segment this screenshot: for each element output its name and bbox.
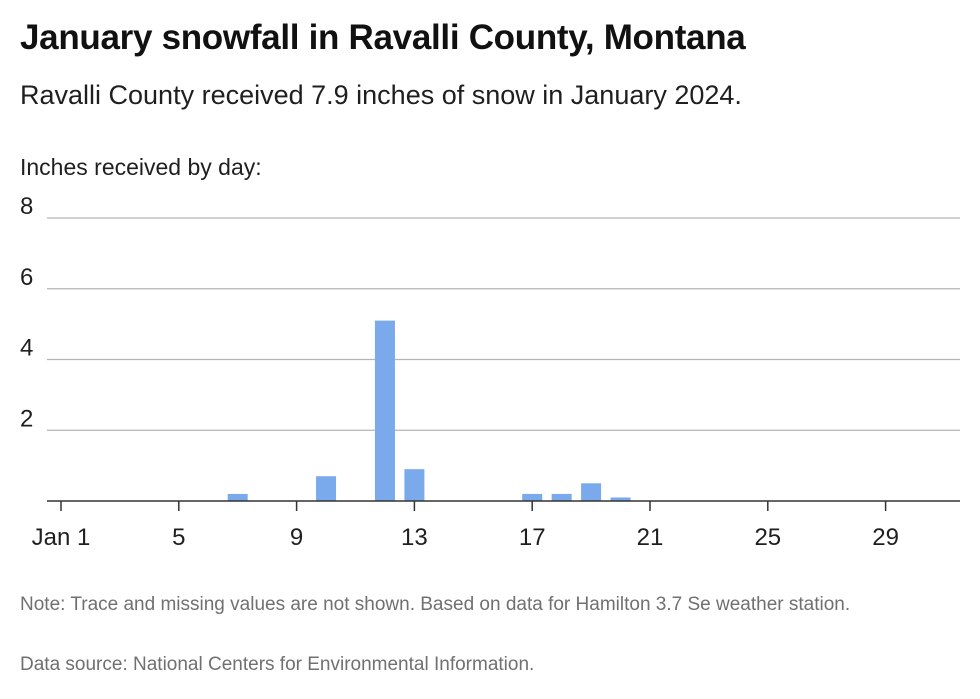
y-tick-label: 4 — [20, 335, 33, 362]
bar — [522, 493, 543, 501]
x-tick-label: 29 — [872, 524, 899, 551]
bar-chart: 8 6 4 2 Jan 1 5 9 13 17 21 25 29 — [20, 195, 960, 551]
x-tick-label: 21 — [637, 524, 664, 551]
y-tick-label: 2 — [20, 405, 33, 432]
bar — [316, 476, 337, 501]
x-tick-label: 17 — [519, 524, 546, 551]
bar — [404, 469, 425, 501]
data-source: Data source: National Centers for Enviro… — [20, 654, 535, 675]
bar — [551, 493, 572, 501]
y-tick-label: 8 — [20, 195, 33, 220]
chart-note: Note: Trace and missing values are not s… — [20, 594, 851, 615]
bar — [610, 497, 631, 501]
bar — [374, 320, 395, 501]
bar — [581, 483, 602, 501]
x-tick-label: 5 — [172, 524, 185, 551]
x-tick-label: 9 — [290, 524, 303, 551]
y-tick-label: 6 — [20, 264, 33, 291]
y-axis-label: Inches received by day: — [20, 154, 262, 180]
chart-title: January snowfall in Ravalli County, Mont… — [20, 18, 746, 57]
bar — [227, 493, 248, 501]
x-tick-label: Jan 1 — [32, 524, 91, 551]
chart-subtitle: Ravalli County received 7.9 inches of sn… — [20, 80, 742, 110]
x-tick-label: 13 — [401, 524, 428, 551]
x-tick-label: 25 — [754, 524, 781, 551]
